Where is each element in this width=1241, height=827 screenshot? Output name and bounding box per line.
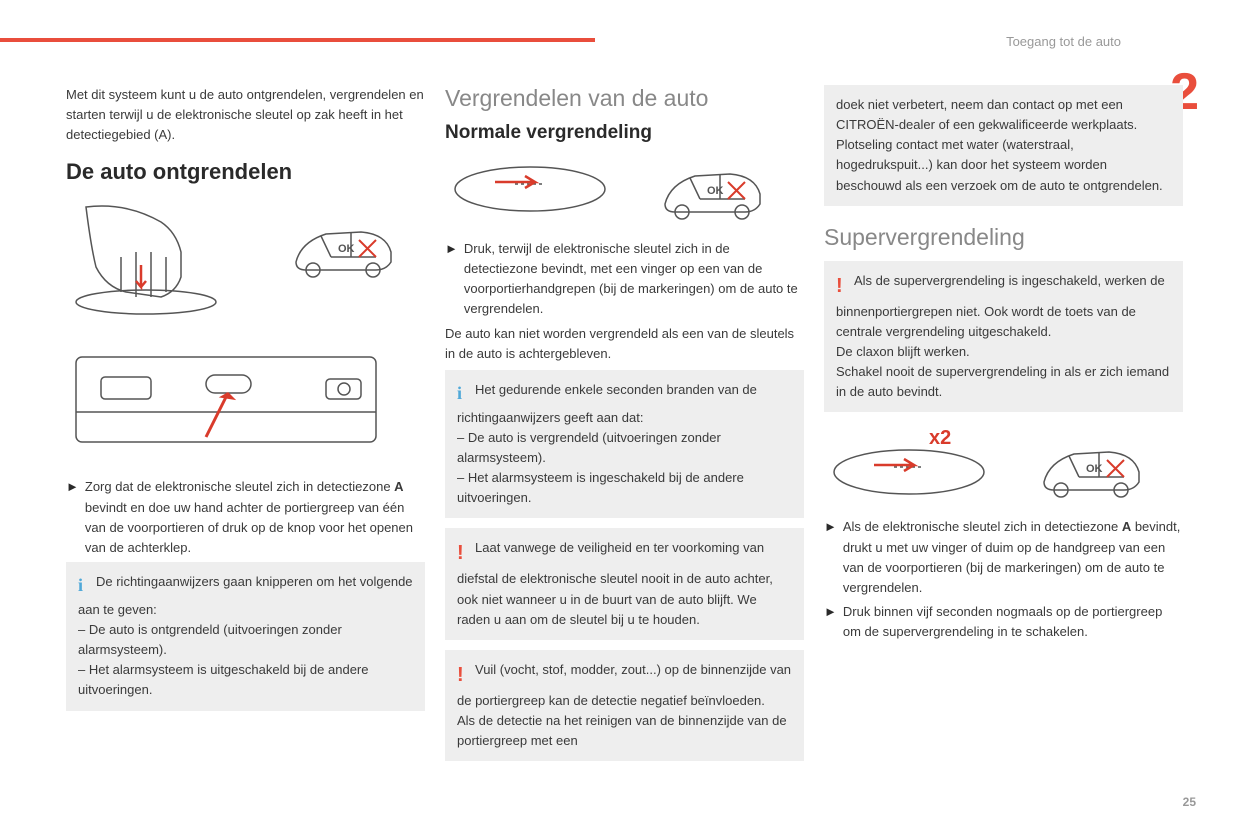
warning-icon: !: [457, 538, 471, 569]
warning-text: Plotseling contact met water (waterstraa…: [836, 135, 1171, 195]
info-item: – De auto is vergrendeld (uitvoeringen z…: [457, 428, 792, 468]
intro-paragraph: Met dit systeem kunt u de auto ontgrende…: [66, 85, 425, 145]
svg-text:x2: x2: [929, 427, 951, 449]
info-box-lock: iHet gedurende enkele seconden branden v…: [445, 370, 804, 519]
instruction-text: Zorg dat de elektronische sleutel zich i…: [85, 477, 425, 558]
warning-box-deadlock: !Als de supervergrendeling is ingeschake…: [824, 261, 1183, 413]
illustration-lock-handle: OK: [445, 154, 804, 229]
instruction-deadlock-2: ► Druk binnen vijf seconden nogmaals op …: [824, 602, 1183, 642]
section-header: Toegang tot de auto: [1006, 34, 1121, 49]
info-box-unlock: iDe richtingaanwijzers gaan knipperen om…: [66, 562, 425, 711]
content-columns: Met dit systeem kunt u de auto ontgrende…: [66, 85, 1183, 771]
column-1: Met dit systeem kunt u de auto ontgrende…: [66, 85, 425, 771]
warning-text: Als de supervergrendeling is ingeschakel…: [836, 273, 1165, 339]
bullet-arrow-icon: ►: [445, 239, 458, 259]
svg-text:OK: OK: [338, 243, 355, 255]
page-number: 25: [1183, 795, 1196, 809]
warning-text: Schakel nooit de supervergrendeling in a…: [836, 362, 1171, 402]
bullet-arrow-icon: ►: [66, 477, 79, 497]
warning-box-continued: doek niet verbetert, neem dan contact op…: [824, 85, 1183, 206]
illustration-deadlock: x2 OK: [824, 422, 1183, 507]
info-icon: i: [457, 380, 471, 408]
heading-normal-lock: Normale vergrendeling: [445, 122, 804, 144]
warning-box-dirt: !Vuil (vocht, stof, modder, zout...) op …: [445, 650, 804, 761]
warning-icon: !: [836, 271, 850, 302]
svg-text:OK: OK: [1086, 463, 1103, 475]
warning-text: Vuil (vocht, stof, modder, zout...) op d…: [457, 662, 791, 708]
bullet-arrow-icon: ►: [824, 517, 837, 537]
warning-text-cont: Als de detectie na het reinigen van de b…: [457, 711, 792, 751]
heading-lock: Vergrendelen van de auto: [445, 85, 804, 112]
instruction-unlock: ► Zorg dat de elektronische sleutel zich…: [66, 477, 425, 558]
illustration-hand-handle: OK: [66, 197, 425, 327]
note-text: De auto kan niet worden vergrendeld als …: [445, 324, 804, 364]
info-lead: Het gedurende enkele seconden branden va…: [457, 382, 757, 425]
warning-text: De claxon blijft werken.: [836, 342, 1171, 362]
warning-icon: !: [457, 660, 471, 691]
column-2: Vergrendelen van de auto Normale vergren…: [445, 85, 804, 771]
info-item: – De auto is ontgrendeld (uitvoeringen z…: [78, 620, 413, 660]
info-item: – Het alarmsysteem is uitgeschakeld bij …: [78, 660, 413, 700]
instruction-deadlock-1: ► Als de elektronische sleutel zich in d…: [824, 517, 1183, 598]
instruction-text: Druk binnen vijf seconden nogmaals op de…: [843, 602, 1183, 642]
heading-deadlock: Supervergrendeling: [824, 224, 1183, 251]
info-item: – Het alarmsysteem is ingeschakeld bij d…: [457, 468, 792, 508]
illustration-tailgate: [66, 337, 425, 467]
warning-text: doek niet verbetert, neem dan contact op…: [836, 95, 1171, 135]
bullet-arrow-icon: ►: [824, 602, 837, 622]
instruction-lock: ► Druk, terwijl de elektronische sleutel…: [445, 239, 804, 320]
warning-box-key: !Laat vanwege de veiligheid en ter voork…: [445, 528, 804, 639]
warning-text: Laat vanwege de veiligheid en ter voorko…: [457, 540, 773, 626]
top-accent-bar: [0, 38, 595, 42]
heading-unlock: De auto ontgrendelen: [66, 159, 425, 185]
info-icon: i: [78, 572, 92, 600]
svg-text:OK: OK: [707, 185, 724, 197]
instruction-text: Druk, terwijl de elektronische sleutel z…: [464, 239, 804, 320]
column-3: doek niet verbetert, neem dan contact op…: [824, 85, 1183, 771]
info-lead: De richtingaanwijzers gaan knipperen om …: [78, 574, 413, 617]
instruction-text: Als de elektronische sleutel zich in det…: [843, 517, 1183, 598]
